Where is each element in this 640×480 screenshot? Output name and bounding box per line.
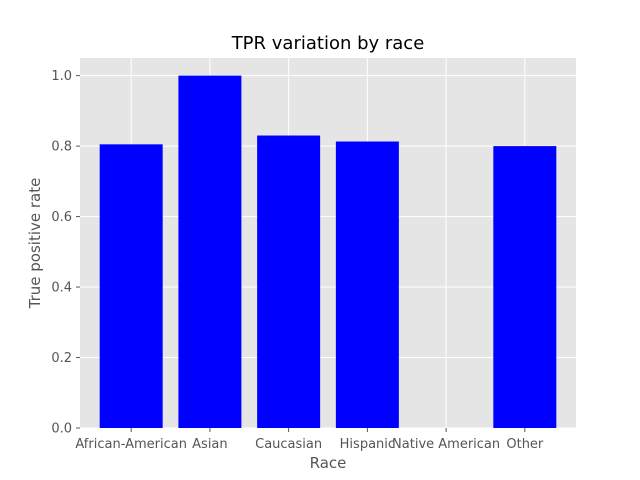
x-tick-label: African-American <box>75 437 187 452</box>
y-tick-label: 0.0 <box>51 422 72 437</box>
bar <box>178 75 242 428</box>
y-tick-label: 0.8 <box>51 140 72 155</box>
x-tick-label: Other <box>506 437 544 452</box>
x-axis-label: Race <box>310 454 347 472</box>
y-tick-label: 0.2 <box>51 351 72 366</box>
y-axis-ticks: 0.0 0.2 0.4 0.6 0.8 1.0 <box>51 69 80 437</box>
chart-title: TPR variation by race <box>231 33 425 54</box>
x-tick-label: Hispanic <box>340 437 395 452</box>
x-tick-label: Caucasian <box>255 437 322 452</box>
bars <box>99 75 557 429</box>
y-tick-label: 0.6 <box>51 210 72 225</box>
bar <box>257 135 321 428</box>
x-tick-label: Native American <box>392 437 500 452</box>
bar <box>493 146 557 428</box>
y-tick-label: 0.4 <box>51 281 72 296</box>
x-tick-label: Asian <box>192 437 227 452</box>
x-axis-ticks: African-American Asian Caucasian HispanicNa… <box>75 428 544 452</box>
bar <box>99 144 163 429</box>
y-tick-label: 1.0 <box>51 69 72 84</box>
y-axis-label: True positive rate <box>26 178 44 310</box>
bar <box>335 141 399 428</box>
